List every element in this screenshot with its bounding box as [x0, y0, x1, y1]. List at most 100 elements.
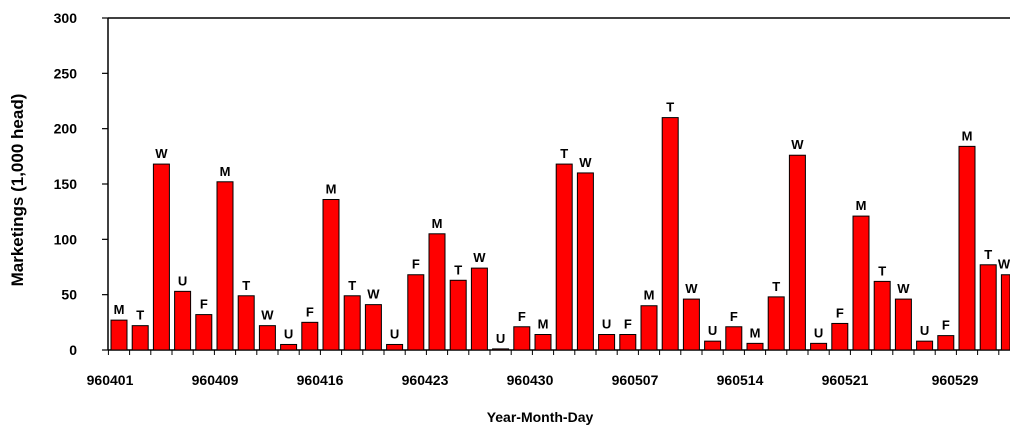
bar-day-label: W	[367, 287, 380, 302]
bar-day-label: W	[897, 281, 910, 296]
y-tick-label: 250	[54, 65, 78, 81]
bar-day-label: F	[836, 305, 844, 320]
y-tick-label: 0	[69, 342, 77, 358]
bar-day-label: T	[772, 279, 780, 294]
bar	[704, 340, 722, 351]
bar-day-label: U	[814, 325, 823, 340]
bar	[979, 264, 997, 351]
bar-day-label: F	[412, 257, 420, 272]
bar	[682, 298, 700, 351]
x-tick-label: 960401	[87, 372, 134, 388]
bar	[1000, 274, 1010, 351]
bar	[428, 233, 446, 351]
bar	[343, 295, 361, 351]
bar-day-label: W	[685, 281, 698, 296]
bar-day-label: T	[560, 146, 568, 161]
bar	[598, 334, 616, 351]
bar	[280, 343, 298, 351]
bar-day-label: F	[730, 309, 738, 324]
bar	[831, 322, 849, 351]
bar	[555, 163, 573, 351]
bar-day-label: T	[666, 100, 674, 115]
bar	[916, 340, 934, 351]
bar-day-label: M	[538, 317, 549, 332]
bar	[513, 326, 531, 351]
bar-day-label: W	[998, 257, 1010, 272]
bar	[449, 279, 467, 351]
y-tick-label: 300	[54, 10, 78, 26]
y-axis-title: Marketings (1,000 head)	[8, 94, 27, 287]
bar-day-label: M	[220, 164, 231, 179]
bar	[873, 280, 891, 351]
bar	[767, 296, 785, 351]
bar-day-label: T	[348, 278, 356, 293]
bar	[810, 342, 828, 351]
bar-day-label: M	[962, 128, 973, 143]
bar	[301, 321, 319, 351]
bar-day-label: W	[261, 308, 274, 323]
bar-day-label: M	[644, 288, 655, 303]
bar	[534, 334, 552, 351]
y-tick-label: 200	[54, 121, 78, 137]
bar-day-label: U	[920, 323, 929, 338]
x-tick-label: 960423	[402, 372, 449, 388]
bar-day-label: F	[624, 317, 632, 332]
bar-day-label: T	[242, 278, 250, 293]
bar	[894, 298, 912, 351]
y-tick-label: 150	[54, 176, 78, 192]
bar	[407, 274, 425, 351]
bar-day-label: U	[178, 273, 187, 288]
bar-day-label: W	[473, 250, 486, 265]
bar-day-label: U	[708, 323, 717, 338]
x-tick-label: 960514	[717, 372, 764, 388]
bar	[661, 117, 679, 351]
bar	[386, 343, 404, 351]
bar-day-label: W	[791, 137, 804, 152]
bar-day-label: T	[136, 308, 144, 323]
bar	[937, 335, 955, 351]
bar-day-label: T	[878, 263, 886, 278]
bar	[958, 145, 976, 351]
bar	[492, 348, 510, 351]
bar	[470, 267, 488, 351]
bars	[110, 117, 1010, 351]
x-tick-label: 960416	[297, 372, 344, 388]
x-tick-label: 960521	[822, 372, 869, 388]
bar-day-label: U	[496, 331, 505, 346]
bar	[640, 305, 658, 351]
bar	[258, 325, 276, 351]
bar-day-label: F	[518, 309, 526, 324]
bar-day-label: T	[454, 262, 462, 277]
x-tick-label: 960430	[507, 372, 554, 388]
bar-day-label: W	[155, 146, 168, 161]
bar	[216, 181, 234, 351]
bar-day-label: T	[984, 247, 992, 262]
bar-day-label: M	[856, 198, 867, 213]
bar	[364, 304, 382, 351]
bar	[152, 163, 170, 351]
bar-day-label: M	[432, 216, 443, 231]
y-tick-label: 100	[54, 231, 78, 247]
bar	[131, 325, 149, 351]
bar-day-label: U	[284, 326, 293, 341]
bar	[725, 326, 743, 351]
x-tick-label: 960409	[192, 372, 239, 388]
bar-day-label: F	[200, 297, 208, 312]
bar-day-label: W	[579, 155, 592, 170]
bar-day-label: F	[306, 304, 314, 319]
bar	[746, 342, 764, 351]
bar-day-label: U	[602, 317, 611, 332]
bar	[195, 314, 213, 351]
bar-day-label: F	[942, 318, 950, 333]
bar	[237, 295, 255, 351]
x-axis: 960401 960409 960416 960423 960430 960507 9605…	[87, 350, 1000, 388]
y-axis: 0 50 100 150 200 250 300	[54, 10, 108, 358]
bar	[174, 290, 192, 351]
bar-day-label: U	[390, 326, 399, 341]
bar	[619, 334, 637, 351]
bar-day-label: M	[326, 181, 337, 196]
x-axis-title: Year-Month-Day	[487, 409, 594, 425]
bar-day-label: M	[114, 302, 125, 317]
